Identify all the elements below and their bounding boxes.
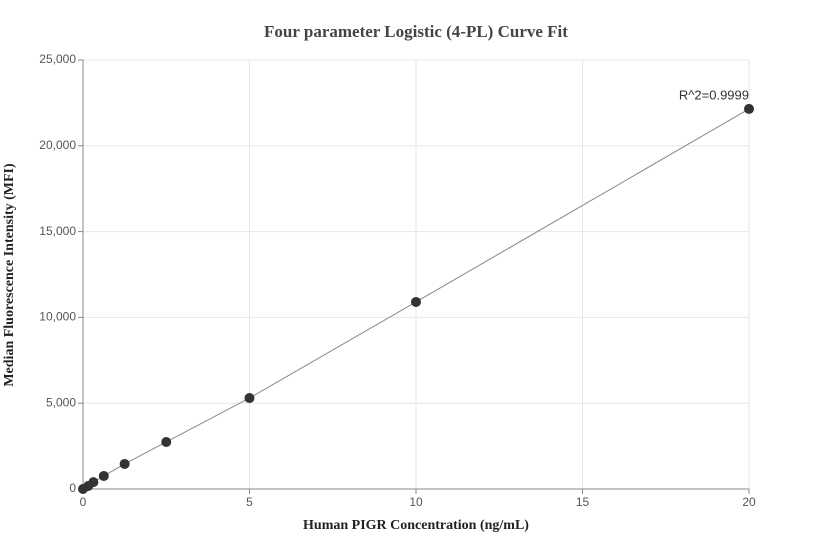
point (119, 458, 130, 469)
y-axis-label: Median Fluorescence Intensity (MFI) (2, 163, 17, 387)
point (411, 296, 421, 307)
y-tick-label: 25,000 (39, 52, 76, 66)
chart-title: Four parameter Logistic (4-PL) Curve Fit (264, 22, 568, 41)
y-tick-label: 0 (69, 481, 76, 495)
x-tick-label: 20 (742, 495, 756, 509)
point (744, 103, 754, 114)
point (88, 477, 99, 488)
point (244, 393, 255, 404)
x-tick-label: 10 (409, 495, 423, 509)
y-tick-label: 15,000 (39, 224, 76, 238)
x-tick-label: 5 (246, 495, 253, 509)
y-tick-label: 10,000 (39, 310, 76, 324)
point (98, 470, 109, 481)
x-axis-label: Human PIGR Concentration (ng/mL) (303, 518, 529, 533)
x-tick-label: 15 (576, 495, 590, 509)
x-tick-label: 0 (80, 495, 87, 509)
point (161, 436, 172, 447)
y-tick-label: 20,000 (39, 138, 76, 152)
y-tick-label: 5,000 (46, 395, 76, 409)
annotation: R^2=0.9999 (679, 87, 749, 102)
